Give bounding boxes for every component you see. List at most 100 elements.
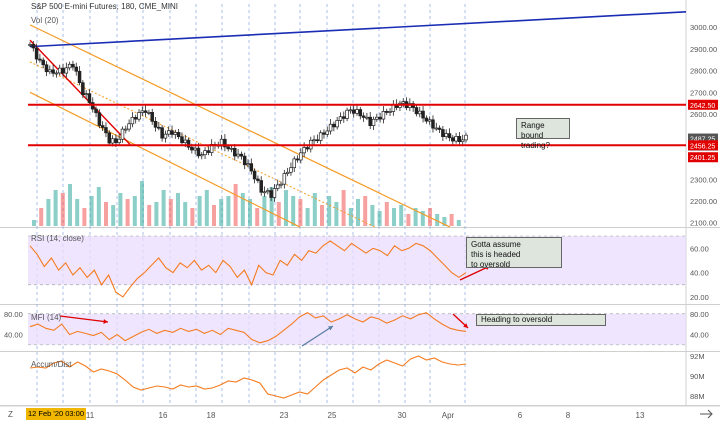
- candle-body: [196, 147, 201, 157]
- candle-body: [338, 116, 343, 121]
- candle-body: [421, 110, 425, 119]
- candle-body: [74, 66, 78, 72]
- volume-bar: [284, 190, 288, 226]
- candle-body: [107, 132, 112, 144]
- volume-bar: [183, 202, 188, 226]
- candle-body: [451, 137, 455, 142]
- candle-body: [137, 112, 141, 120]
- candle-body: [345, 109, 349, 119]
- volume-bar: [89, 196, 94, 226]
- volume-bar: [442, 217, 447, 226]
- candle-body: [157, 126, 161, 129]
- channel-upper-line: [29, 24, 451, 228]
- candle-body: [342, 116, 346, 119]
- candle-body: [401, 101, 405, 104]
- volume-bar: [399, 205, 404, 226]
- candle-body: [302, 147, 306, 154]
- candle-body: [143, 110, 148, 113]
- candle-body: [38, 58, 42, 61]
- candle-body: [381, 111, 386, 120]
- volume-bar: [392, 208, 396, 226]
- volume-bar: [255, 208, 260, 226]
- candle-body: [41, 59, 45, 66]
- mfi-note[interactable]: Heading to oversold: [476, 314, 606, 326]
- volume-bar: [60, 193, 65, 226]
- price-label-box: [688, 152, 718, 163]
- candle-body: [358, 109, 363, 117]
- volume-bar: [291, 196, 296, 226]
- candle-body: [186, 139, 191, 148]
- range-note[interactable]: Range bound trading?: [516, 118, 570, 150]
- candle-body: [285, 171, 290, 174]
- volume-bar: [334, 202, 339, 226]
- candle-body: [81, 82, 85, 96]
- candle-body: [239, 153, 244, 157]
- candle-body: [44, 64, 49, 73]
- mfi-arrow-left-head: [103, 319, 108, 324]
- volume-bar: [53, 190, 58, 226]
- volume-bar: [212, 205, 216, 226]
- volume-bar: [104, 202, 108, 226]
- mfi-arrow-up: [301, 325, 334, 347]
- candle-body: [150, 112, 154, 122]
- candle-body: [114, 138, 118, 143]
- candle-body: [48, 69, 52, 73]
- volume-bar: [233, 184, 238, 226]
- candle-body: [322, 132, 326, 135]
- candle-body: [361, 115, 366, 118]
- volume-bar: [298, 199, 303, 226]
- chart-title: S&P 500 E-mini Futures, 180, CME_MINI: [31, 2, 179, 11]
- price-label-box: [688, 140, 718, 151]
- volume-bar: [75, 199, 80, 226]
- candle-body: [266, 190, 270, 193]
- zoom-button[interactable]: Z: [8, 410, 13, 419]
- candle-body: [424, 117, 429, 122]
- volume-bar: [118, 193, 123, 226]
- volume-bar: [219, 199, 224, 226]
- accum-dist-line: [29, 355, 467, 399]
- time-tick-label: 23: [280, 411, 289, 420]
- candle-body: [153, 121, 158, 128]
- candle-body: [223, 138, 227, 148]
- volume-bar: [305, 208, 310, 226]
- candle-body: [133, 116, 138, 120]
- mfi-left-tick-label: 80.00: [4, 310, 23, 319]
- candle-body: [246, 163, 250, 166]
- volume-bar: [111, 205, 116, 226]
- candle-body: [447, 133, 452, 139]
- candle-body: [457, 136, 462, 143]
- candle-body: [332, 123, 336, 128]
- candle-body: [124, 128, 128, 131]
- candle-body: [365, 116, 369, 119]
- candle-body: [226, 146, 230, 150]
- time-tick-label: 25: [328, 411, 337, 420]
- volume-bar: [456, 220, 461, 226]
- candle-body: [279, 183, 283, 186]
- range-note-line: trading?: [521, 141, 550, 150]
- mfi-left-tick-label: 40.00: [4, 330, 23, 339]
- volume-bar: [356, 199, 360, 226]
- candle-body: [292, 158, 296, 169]
- candle-body: [262, 191, 267, 194]
- date-badge: 12 Feb '20 03:00: [26, 408, 86, 420]
- candle-body: [206, 150, 211, 153]
- volume-bar: [341, 190, 346, 226]
- rsi-note-line: this is headed: [471, 250, 521, 259]
- rsi-note[interactable]: Gotta assume this is headed to oversold: [466, 237, 562, 269]
- volume-bar: [190, 208, 195, 226]
- candle-body: [64, 67, 69, 74]
- candle-body: [414, 107, 419, 115]
- accum-dist-tick-label: 92M: [690, 352, 705, 361]
- candle-body: [236, 153, 240, 157]
- volume-bar: [147, 205, 152, 226]
- time-tick-label: 11: [86, 411, 95, 420]
- candle-body: [233, 147, 237, 157]
- mfi-tick-label: 80.00: [690, 310, 709, 319]
- volume-bar: [82, 208, 87, 226]
- time-tick-label: 18: [207, 411, 216, 420]
- volume-bar: [384, 202, 389, 226]
- rsi-note-line: to oversold: [471, 260, 511, 269]
- rsi-tick-label: 40.00: [690, 269, 709, 278]
- price-tick-label: 2600.00: [690, 110, 717, 119]
